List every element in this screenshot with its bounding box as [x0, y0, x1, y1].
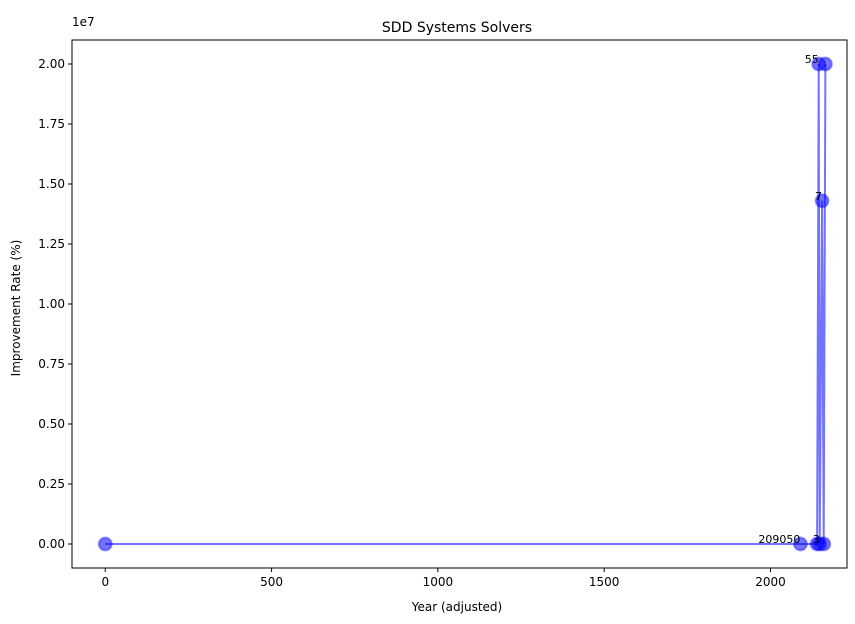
point-annotation: 55: [805, 53, 819, 66]
point-annotation: 7: [815, 190, 822, 203]
y-tick-label: 0.00: [38, 537, 65, 551]
y-tick-label: 1.25: [38, 237, 65, 251]
y-axis-offset-label: 1e7: [72, 15, 95, 29]
data-point-marker: [814, 193, 830, 209]
x-axis-label: Year (adjusted): [411, 600, 502, 614]
x-tick-label: 2000: [755, 575, 786, 589]
x-tick-label: 1000: [423, 575, 454, 589]
data-point-marker: [817, 56, 833, 72]
data-point-marker: [792, 536, 808, 552]
data-point-marker: [816, 536, 832, 552]
y-tick-label: 0.50: [38, 417, 65, 431]
y-tick-label: 0.75: [38, 357, 65, 371]
y-tick-label: 1.75: [38, 117, 65, 131]
x-tick-label: 0: [101, 575, 109, 589]
y-tick-label: 0.25: [38, 477, 65, 491]
data-point-marker: [97, 536, 113, 552]
y-tick-label: 1.50: [38, 177, 65, 191]
plot-area: 0 500 1000 1500 2000 0.00 0.25 0.50 0.75 1.00 1.25…: [38, 39, 848, 589]
x-tick-label: 500: [260, 575, 283, 589]
point-annotation: 209050: [758, 533, 800, 546]
y-axis-label: Improvement Rate (%): [9, 240, 23, 377]
x-tick-label: 1500: [589, 575, 620, 589]
y-tick-label: 1.00: [38, 297, 65, 311]
point-annotation: 3: [813, 533, 820, 546]
chart-title: SDD Systems Solvers: [382, 20, 532, 36]
y-tick-label: 2.00: [38, 57, 65, 71]
